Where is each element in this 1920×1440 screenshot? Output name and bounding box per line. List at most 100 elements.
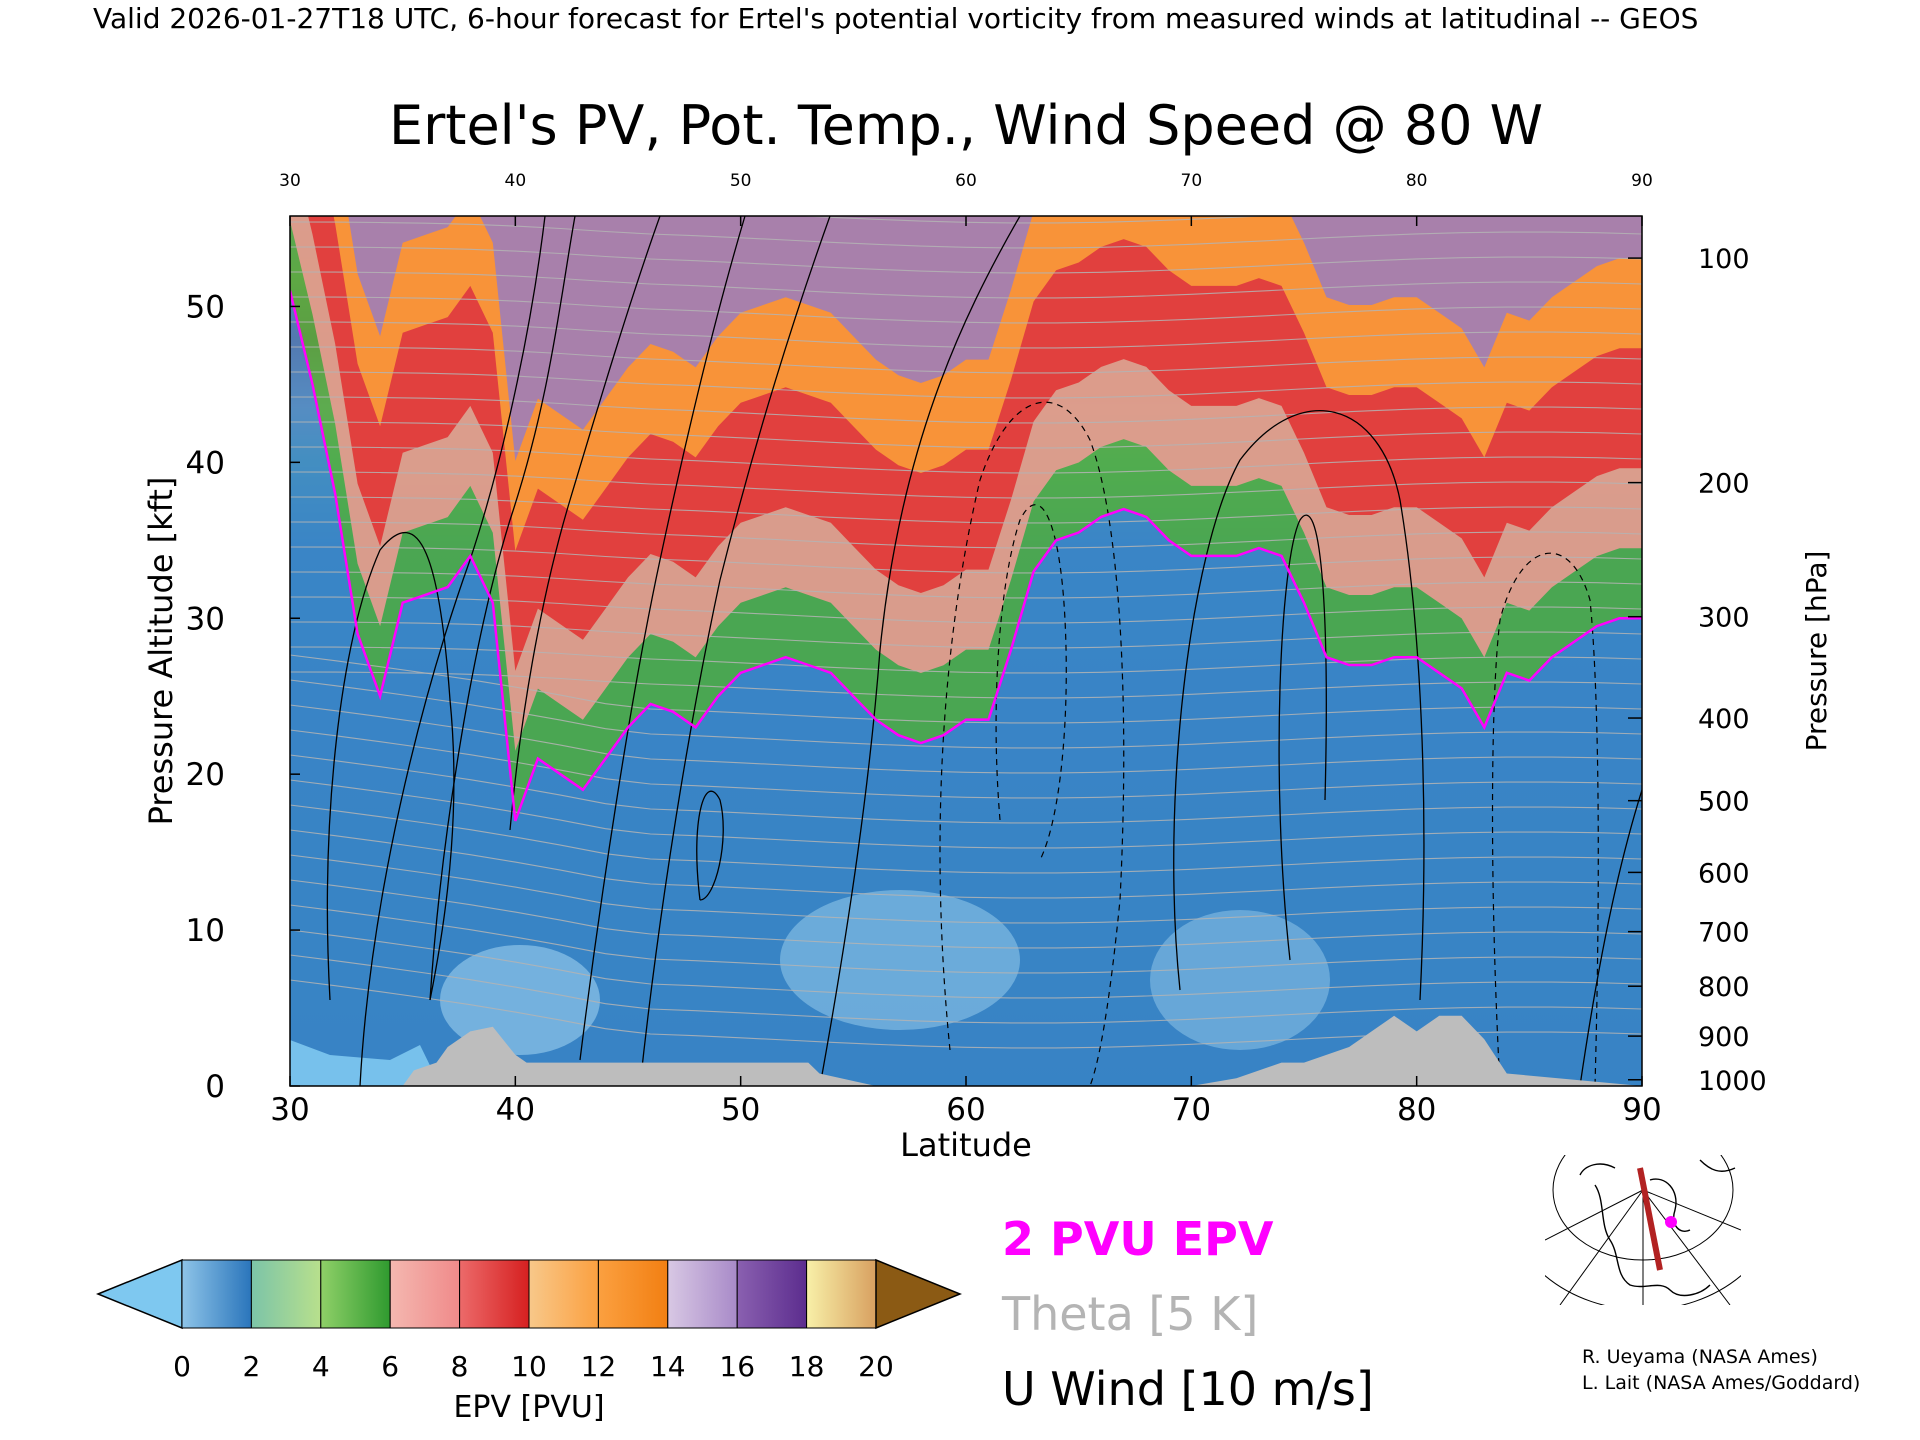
colorbar-tick-label: 16 (719, 1350, 755, 1383)
chart-title: Ertel's PV, Pot. Temp., Wind Speed @ 80 … (389, 94, 1543, 157)
colorbar-band (736, 1259, 808, 1329)
surface-terrain (290, 1015, 1642, 1086)
y-tick-label: 10 (186, 913, 225, 949)
x-top-tick-label: 60 (955, 171, 977, 191)
x-top-tick-label: 70 (1181, 171, 1203, 191)
map-marker (1665, 1216, 1677, 1228)
theta-contour (290, 954, 1642, 1024)
theta-contour (290, 246, 1642, 274)
map-coastline (1579, 1159, 1736, 1297)
light-blue-patch (780, 890, 1020, 1030)
pressure-tick-label: 900 (1698, 1022, 1750, 1053)
light-blue-patch (1150, 910, 1330, 1050)
theta-contour (290, 421, 1642, 449)
theta-contours (290, 216, 1642, 1049)
inset-map (1545, 1155, 1741, 1305)
legend-2pvu: 2 PVU EPV (1002, 1212, 1274, 1266)
u-wind-contour (1278, 514, 1327, 961)
map-meridian (1642, 1189, 1741, 1231)
theta-contour (290, 521, 1642, 549)
colorbar-tick-label: 8 (451, 1350, 469, 1383)
map-meridian (1545, 1189, 1644, 1241)
pressure-tick-label: 600 (1698, 858, 1750, 889)
u-wind-contour (696, 790, 724, 901)
epv-purple-band (348, 216, 1642, 461)
colorbar-tick-label: 6 (381, 1350, 399, 1383)
u-wind-contour (639, 216, 831, 1086)
colorbar-tick-label: 12 (581, 1350, 617, 1383)
x-top-tick-label: 90 (1631, 171, 1653, 191)
x-top-tick-label: 40 (505, 171, 527, 191)
x-top-tick-label: 50 (730, 171, 752, 191)
colorbar-bands (181, 1259, 877, 1329)
theta-contour (290, 854, 1642, 924)
u-wind-negative-contours (939, 401, 1599, 1086)
colorbar-tick-label: 14 (650, 1350, 686, 1383)
theta-contour (290, 671, 1642, 699)
u-wind-contour (579, 216, 746, 1061)
valid-line: Valid 2026-01-27T18 UTC, 6-hour forecast… (93, 2, 1698, 35)
theta-contour (290, 879, 1642, 949)
theta-contour (290, 271, 1642, 299)
theta-contour (290, 596, 1642, 624)
x-tick-label: 90 (1622, 1092, 1661, 1128)
theta-contour (290, 754, 1642, 824)
colorbar-band (806, 1259, 877, 1329)
theta-contour (290, 496, 1642, 524)
y-tick-label: 50 (186, 289, 225, 325)
credit-line-1: R. Ueyama (NASA Ames) (1582, 1346, 1818, 1368)
colorbar-tick-label: 20 (858, 1350, 894, 1383)
y-tick-label: 40 (186, 445, 225, 481)
colorbar-band (250, 1259, 322, 1329)
theta-contour (290, 571, 1642, 599)
x-tick-label: 70 (1172, 1092, 1211, 1128)
colorbar-band (459, 1259, 530, 1329)
u-wind-contour (1579, 789, 1642, 1086)
theta-contour (290, 546, 1642, 574)
y-tick-label: 0 (205, 1069, 225, 1105)
pressure-tick-label: 700 (1698, 918, 1750, 949)
light-blue-patch (440, 945, 600, 1055)
pressure-tick-label: 300 (1698, 603, 1750, 634)
x-tick-label: 60 (946, 1092, 985, 1128)
u-wind-contour (819, 216, 1021, 1086)
y-tick-label: 20 (186, 757, 225, 793)
colorbar-over-triangle (875, 1258, 962, 1330)
theta-contour (290, 446, 1642, 474)
theta-contour (290, 221, 1642, 249)
theta-contour (290, 471, 1642, 499)
epv-near-zero-patch (290, 1040, 440, 1086)
theta-contour (290, 346, 1642, 374)
tropopause-2pvu-line (290, 290, 1642, 822)
map-transect (1637, 1167, 1663, 1271)
theta-contour (290, 621, 1642, 649)
theta-contour (290, 396, 1642, 424)
theta-contour (290, 829, 1642, 899)
pressure-tick-label: 400 (1698, 704, 1750, 735)
colorbar-band (597, 1259, 669, 1329)
pressure-tick-label: 200 (1698, 469, 1750, 500)
u-wind-contour (1491, 552, 1599, 1086)
colorbar-band (528, 1259, 599, 1329)
y-axis-label: Pressure Altitude [kft] (142, 477, 180, 826)
colorbar-tick-label: 18 (789, 1350, 825, 1383)
y-axis-right: 100 200 300 400 500 600 700 800 900 1000 (1628, 244, 1767, 1097)
y-tick-label: 30 (186, 601, 225, 637)
colorbar-band (389, 1259, 461, 1329)
y-axis-right-label: Pressure [hPa] (1800, 551, 1833, 752)
x-top-tick-label: 80 (1406, 171, 1428, 191)
theta-contour (290, 296, 1642, 324)
theta-contour (290, 729, 1642, 799)
x-top-tick-label: 30 (279, 171, 301, 191)
theta-contour (290, 804, 1642, 874)
theta-contour (290, 704, 1642, 774)
y-axis-left: 0 10 20 30 40 50 (186, 289, 300, 1105)
legend-u-wind: U Wind [10 m/s] (1002, 1362, 1374, 1416)
x-tick-label: 50 (721, 1092, 760, 1128)
colorbar-label: EPV [PVU] (453, 1390, 604, 1425)
x-tick-label: 40 (496, 1092, 535, 1128)
map-meridian (1642, 1189, 1731, 1305)
legend-theta: Theta [5 K] (1001, 1287, 1258, 1341)
colorbar: 0 2 4 6 8 10 12 14 16 18 20 EPV [PVU] (96, 1258, 962, 1425)
